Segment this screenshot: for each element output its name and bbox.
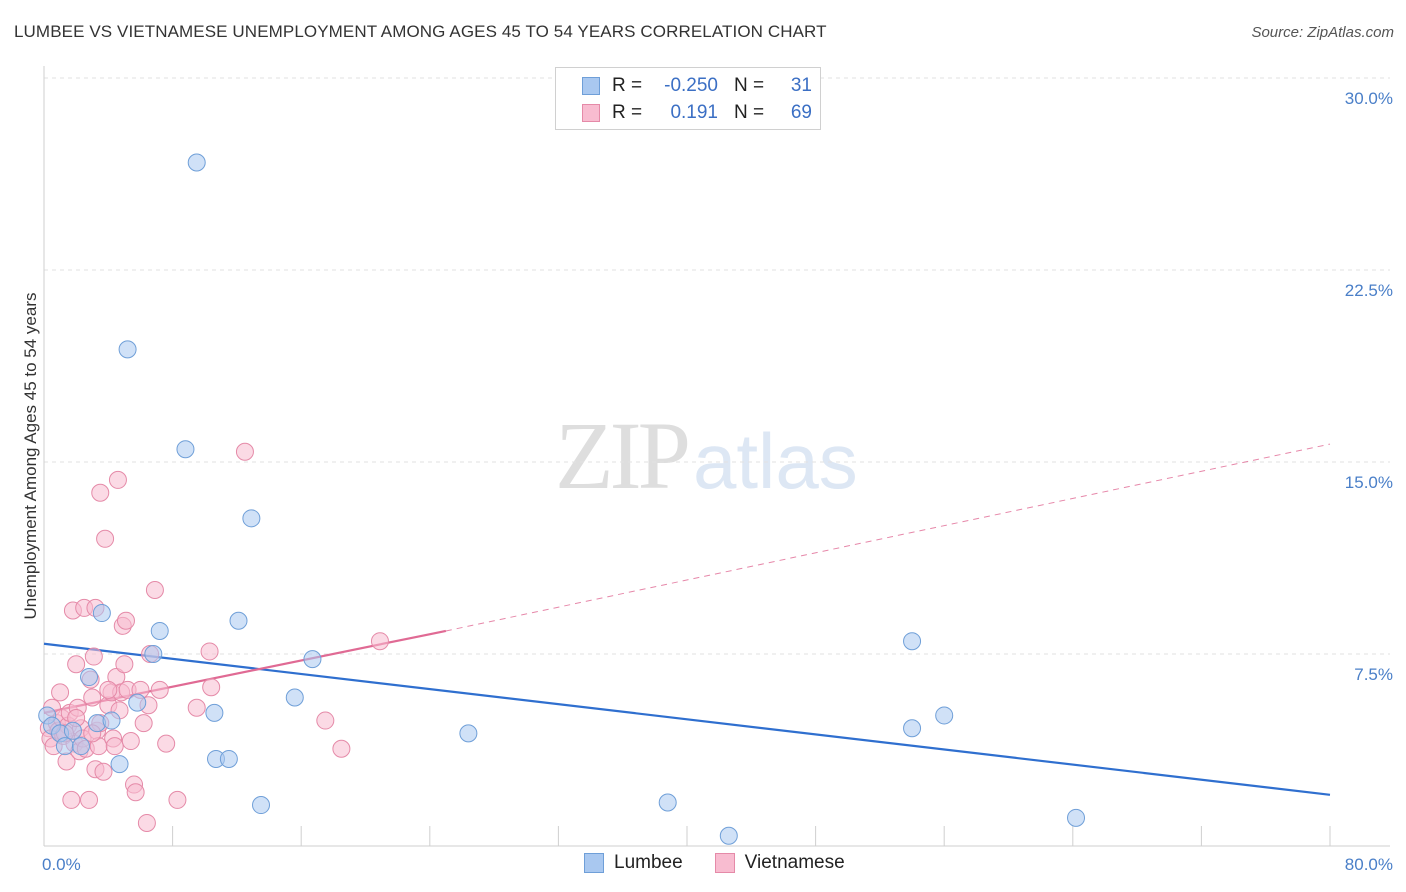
lumbee-point bbox=[187, 153, 206, 172]
vietnamese-point bbox=[200, 642, 219, 661]
lumbee-point bbox=[205, 703, 224, 722]
lumbee-point bbox=[903, 719, 922, 738]
lumbee-point bbox=[303, 650, 322, 669]
vietnamese-point bbox=[96, 529, 115, 548]
vietnamese-point bbox=[67, 655, 86, 674]
lumbee-point bbox=[719, 826, 738, 845]
vietnamese-point bbox=[235, 442, 254, 461]
vietnamese-point bbox=[137, 813, 156, 832]
vietnamese-point bbox=[145, 581, 164, 599]
legend-row-lumbee: R = -0.250 N = 31 bbox=[582, 74, 812, 98]
y-tick-label: 22.5% bbox=[1345, 281, 1393, 300]
lumbee-point bbox=[459, 724, 478, 743]
watermark-atlas: atlas bbox=[693, 417, 858, 505]
vietnamese-point bbox=[316, 711, 335, 730]
lumbee-n-label: N = bbox=[734, 75, 765, 96]
lumbee-point bbox=[252, 796, 271, 815]
y-axis-label: Unemployment Among Ages 45 to 54 years bbox=[21, 293, 40, 620]
vietnamese-n-label: N = bbox=[734, 102, 765, 123]
watermark-zip: ZIP bbox=[555, 402, 691, 509]
x-tick-label-min: 0.0% bbox=[42, 855, 81, 874]
lumbee-n-value: 31 bbox=[790, 75, 812, 96]
vietnamese-point bbox=[121, 732, 140, 751]
lumbee-r-value: -0.250 bbox=[664, 75, 718, 96]
lumbee-point bbox=[110, 755, 129, 774]
vietnamese-point bbox=[332, 739, 351, 758]
lumbee-legend-label: Lumbee bbox=[614, 852, 683, 873]
vietnamese-legend-label: Vietnamese bbox=[744, 852, 845, 873]
y-tick-label: 30.0% bbox=[1345, 89, 1393, 108]
vietnamese-point bbox=[51, 683, 70, 702]
correlation-legend: R = -0.250 N = 31 R = 0.191 N = 69 bbox=[555, 67, 821, 130]
vietnamese-point bbox=[157, 734, 176, 753]
lumbee-r-label: R = bbox=[612, 75, 643, 96]
vietnamese-point bbox=[91, 483, 110, 502]
lumbee-legend-swatch bbox=[584, 853, 604, 873]
lumbee-point bbox=[55, 737, 74, 756]
vietnamese-legend-swatch bbox=[714, 853, 735, 873]
lumbee-point bbox=[242, 509, 261, 528]
lumbee-point bbox=[144, 645, 163, 663]
vietnamese-point bbox=[115, 655, 134, 674]
lumbee-swatch bbox=[582, 77, 600, 95]
vietnamese-point bbox=[108, 470, 127, 489]
lumbee-point bbox=[229, 611, 248, 630]
vietnamese-point bbox=[80, 790, 99, 809]
vietnamese-point bbox=[126, 783, 145, 802]
lumbee-point bbox=[150, 621, 169, 640]
lumbee-point bbox=[176, 440, 195, 459]
lumbee-point bbox=[1067, 808, 1086, 827]
vietnamese-r-label: R = bbox=[612, 102, 643, 123]
lumbee-point bbox=[118, 340, 137, 359]
vietnamese-point bbox=[168, 790, 187, 809]
y-tick-label: 7.5% bbox=[1354, 665, 1393, 684]
vietnamese-point bbox=[83, 688, 102, 707]
vietnamese-point bbox=[150, 680, 169, 699]
legend-item-vietnamese: Vietnamese bbox=[714, 852, 845, 874]
y-tick-label: 15.0% bbox=[1345, 473, 1393, 492]
vietnamese-point bbox=[202, 678, 221, 697]
points-layer bbox=[38, 153, 1086, 845]
lumbee-point bbox=[63, 721, 82, 740]
vietnamese-swatch bbox=[582, 104, 600, 122]
vietnamese-n-value: 69 bbox=[790, 102, 812, 123]
vietnamese-point bbox=[94, 762, 113, 781]
lumbee-point bbox=[903, 632, 922, 651]
lumbee-point bbox=[71, 737, 90, 756]
vietnamese-point bbox=[370, 632, 389, 651]
watermark: ZIPatlas bbox=[555, 400, 858, 511]
vietnamese-trend-line-dashed bbox=[445, 443, 1331, 632]
lumbee-point bbox=[102, 711, 121, 730]
chart-title: LUMBEE VS VIETNAMESE UNEMPLOYMENT AMONG … bbox=[14, 22, 827, 41]
vietnamese-point bbox=[99, 680, 118, 699]
vietnamese-point bbox=[116, 611, 135, 630]
legend-item-lumbee: Lumbee bbox=[584, 852, 683, 874]
x-tick-label-max: 80.0% bbox=[1345, 855, 1393, 874]
source-label: Source: ZipAtlas.com bbox=[1251, 24, 1394, 41]
lumbee-point bbox=[128, 693, 147, 712]
lumbee-point bbox=[80, 668, 99, 687]
lumbee-point bbox=[92, 604, 111, 623]
vietnamese-point bbox=[105, 737, 124, 756]
vietnamese-point bbox=[187, 698, 206, 717]
lumbee-point bbox=[935, 706, 954, 725]
vietnamese-point bbox=[134, 714, 153, 733]
lumbee-point bbox=[219, 749, 238, 768]
grid-layer bbox=[44, 77, 1390, 655]
lumbee-point bbox=[285, 688, 304, 707]
lumbee-trend-line bbox=[43, 642, 1331, 796]
labels-layer: 7.5% 15.0% 22.5% 30.0% 0.0% 80.0% Unemployment… bbox=[21, 89, 1393, 874]
vietnamese-r-value: 0.191 bbox=[670, 102, 718, 123]
vietnamese-point bbox=[62, 790, 81, 809]
legend-row-vietnamese: R = 0.191 N = 69 bbox=[582, 101, 812, 125]
vietnamese-point bbox=[84, 647, 103, 666]
series-legend: Lumbee Vietnamese bbox=[584, 852, 877, 874]
lumbee-point bbox=[658, 793, 677, 812]
